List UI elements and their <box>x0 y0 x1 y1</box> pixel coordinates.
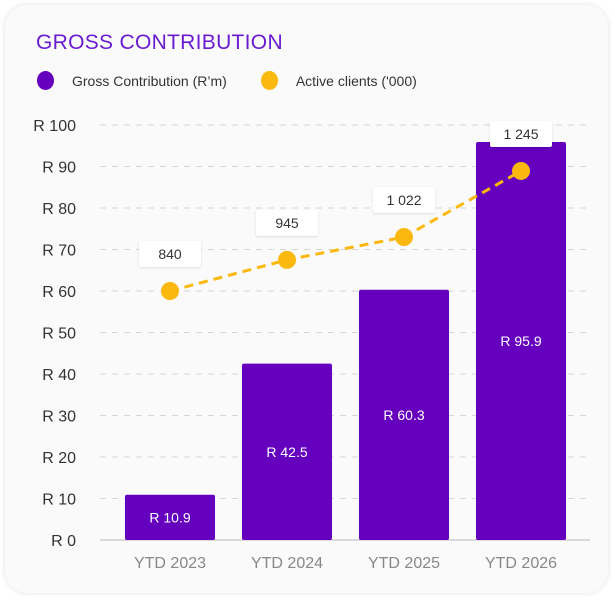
y-tick-label: R 80 <box>42 201 76 218</box>
y-tick-label: R 60 <box>42 284 76 301</box>
data-label-box <box>256 209 318 236</box>
line-value-label: 840 <box>158 246 182 262</box>
line-point <box>512 161 530 180</box>
bar <box>125 494 215 540</box>
data-label-box <box>373 187 435 214</box>
legend-label-line: Active clients ('000) <box>295 72 417 89</box>
y-tick-label: R 50 <box>42 326 76 343</box>
y-tick-label: R 10 <box>42 492 76 509</box>
bar <box>242 363 332 540</box>
line-value-label: 945 <box>275 215 299 231</box>
y-tick-label: R 100 <box>33 118 76 135</box>
legend-swatch-line <box>260 71 278 90</box>
x-tick-label: YTD 2025 <box>368 555 440 572</box>
bar <box>359 289 449 540</box>
y-tick-label: R 0 <box>51 533 76 550</box>
bar-value-label: R 60.3 <box>383 407 424 423</box>
x-tick-label: YTD 2024 <box>251 555 323 572</box>
line-value-label: 1 022 <box>386 192 421 208</box>
data-label-box <box>490 120 552 147</box>
line-value-label: 1 245 <box>503 126 538 142</box>
bar-value-label: R 95.9 <box>500 333 541 349</box>
legend-label-bar: Gross Contribution (R’m) <box>72 72 227 89</box>
y-tick-label: R 30 <box>42 409 76 426</box>
line-series <box>169 169 522 293</box>
x-tick-label: YTD 2023 <box>134 555 206 572</box>
y-tick-label: R 90 <box>42 160 76 177</box>
legend-swatch-bar <box>37 71 54 90</box>
bar-value-label: R 10.9 <box>149 509 190 525</box>
chart-title: GROSS CONTRIBUTION <box>36 31 283 54</box>
y-tick-label: R 70 <box>42 243 76 260</box>
line-point <box>161 282 179 300</box>
line-point <box>278 250 296 269</box>
y-tick-label: R 20 <box>42 450 76 467</box>
x-tick-label: YTD 2026 <box>485 555 557 572</box>
y-tick-label: R 40 <box>42 367 76 384</box>
bar-value-label: R 42.5 <box>266 444 307 460</box>
bar <box>476 142 566 540</box>
legend: Gross Contribution (R’m) Active clients … <box>37 71 417 90</box>
line-point <box>395 228 413 247</box>
data-label-box <box>139 241 201 267</box>
